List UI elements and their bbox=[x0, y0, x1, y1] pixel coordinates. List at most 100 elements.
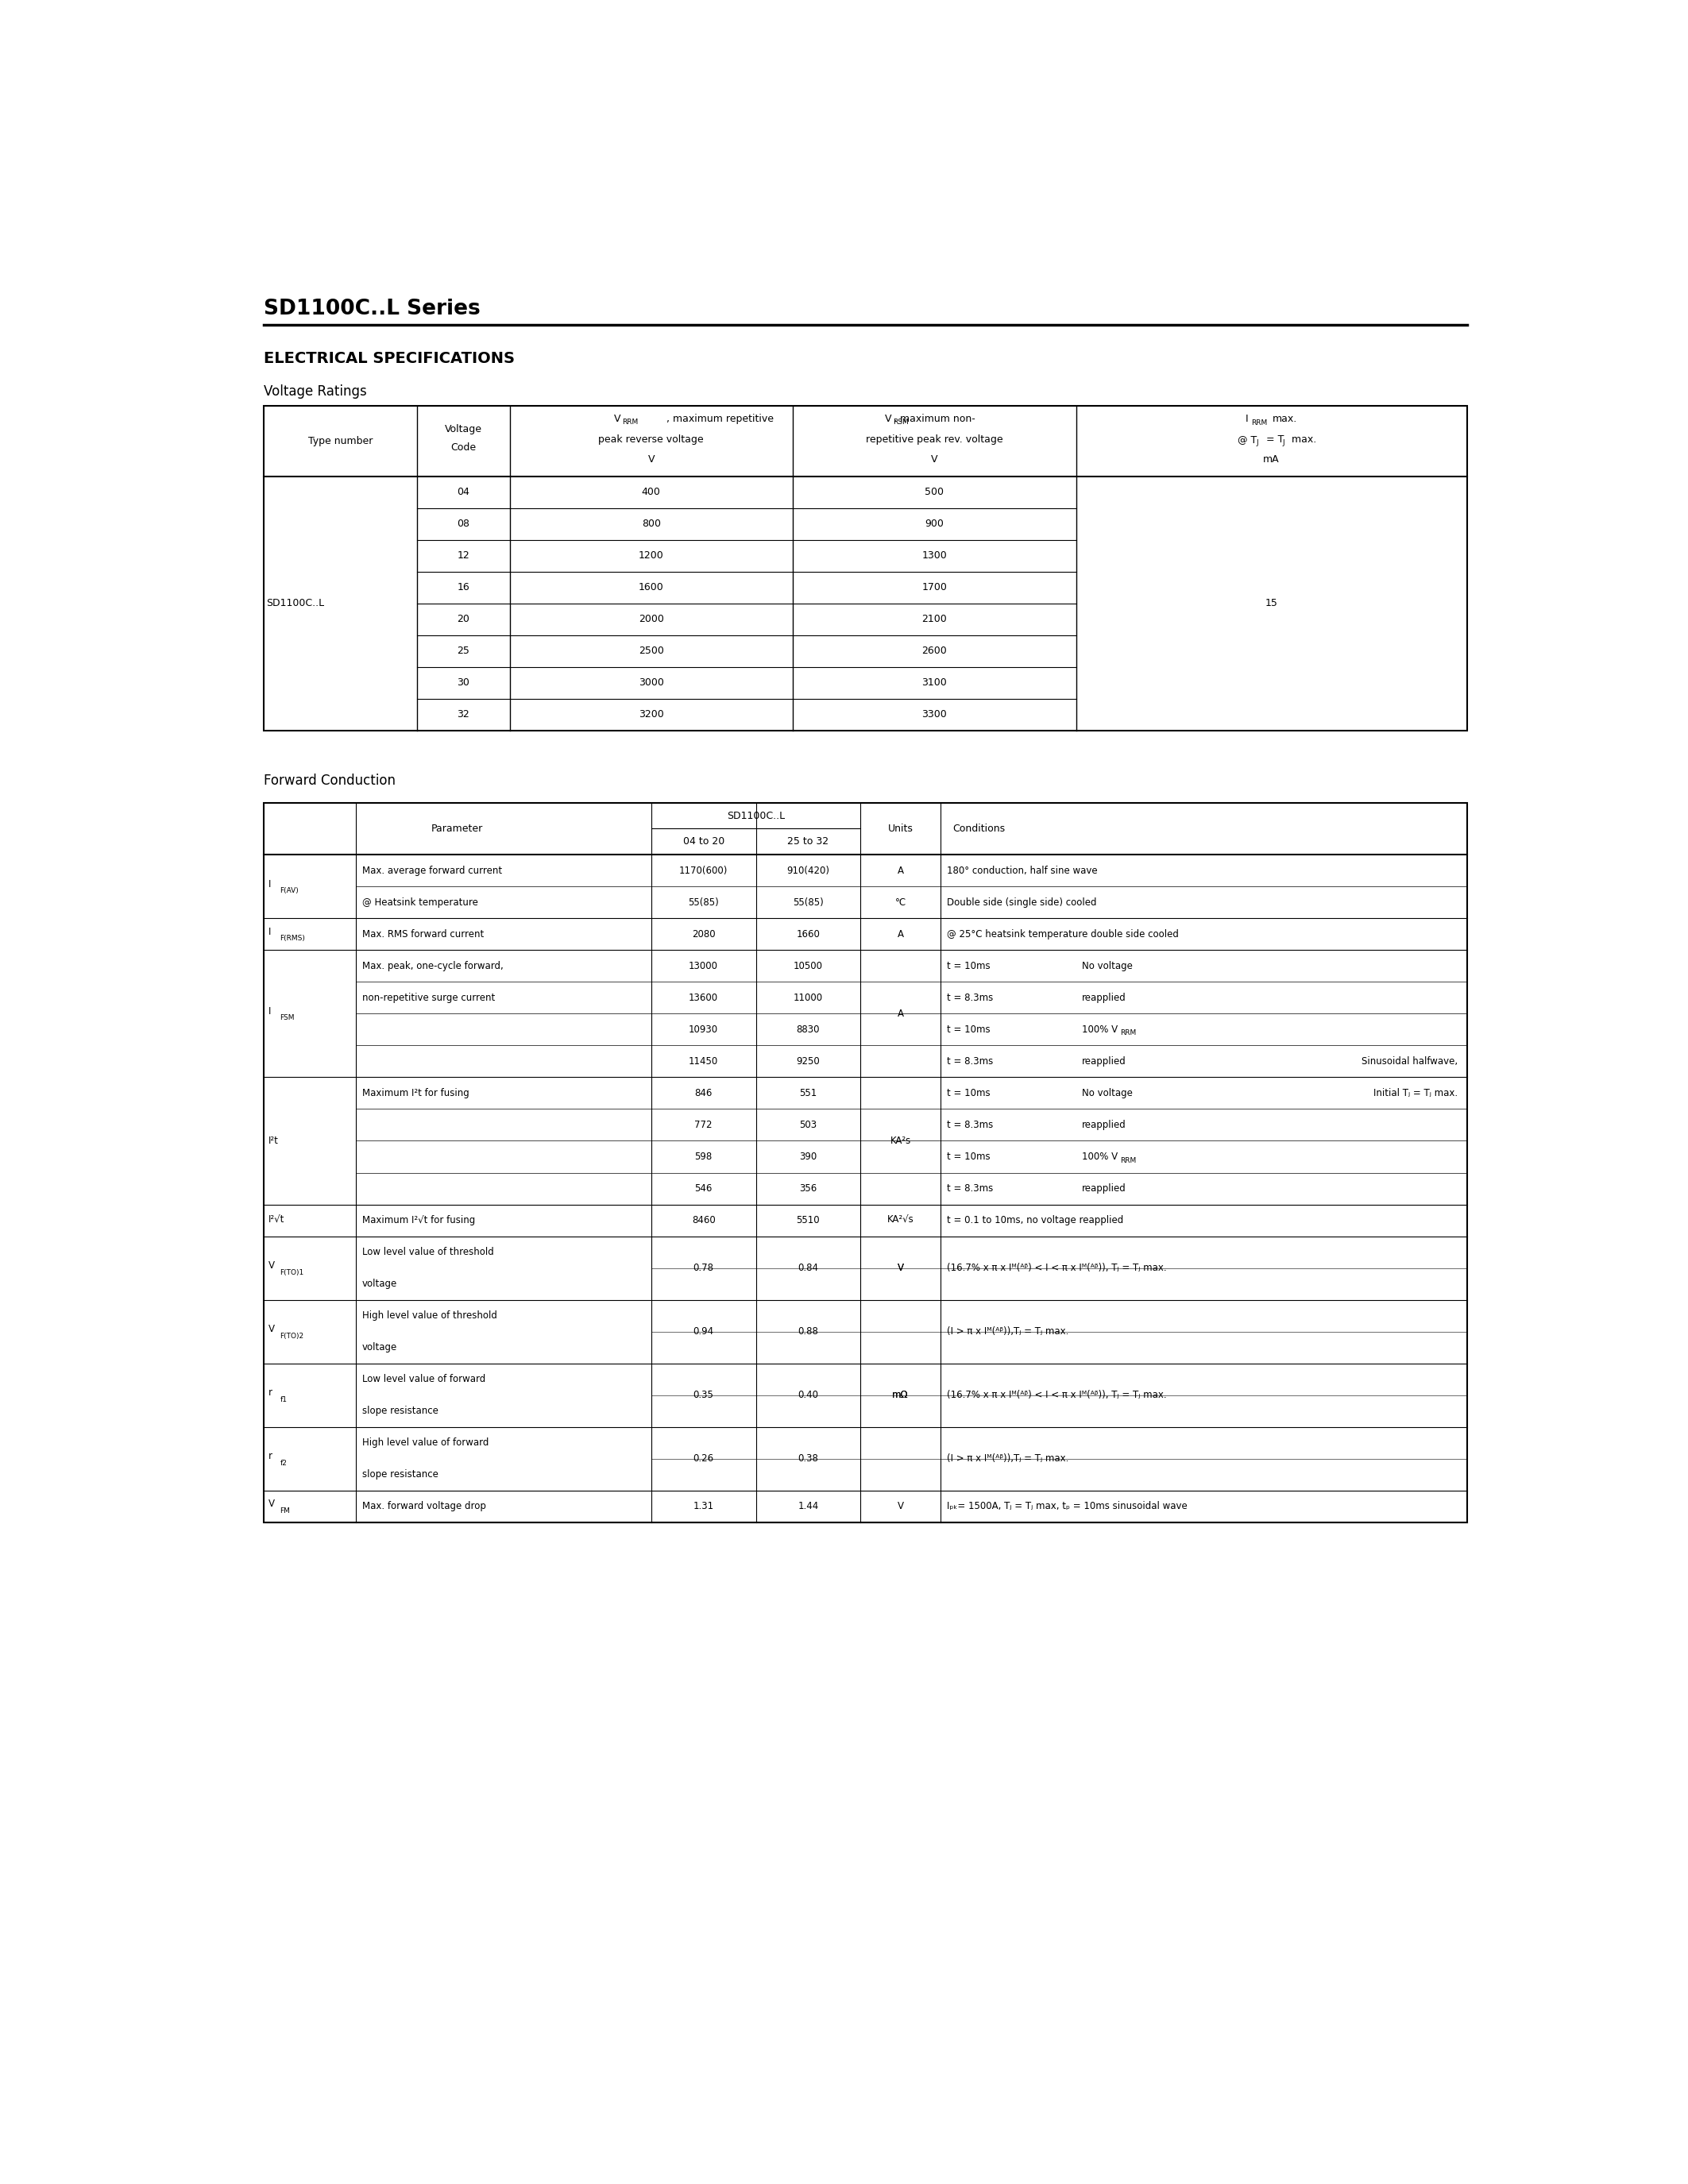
Text: Voltage Ratings: Voltage Ratings bbox=[263, 384, 366, 400]
Text: 1.44: 1.44 bbox=[798, 1500, 819, 1511]
Text: 800: 800 bbox=[641, 518, 660, 529]
Text: Double side (single side) cooled: Double side (single side) cooled bbox=[947, 898, 1097, 909]
Text: RRM: RRM bbox=[1251, 419, 1268, 426]
Text: repetitive peak rev. voltage: repetitive peak rev. voltage bbox=[866, 435, 1003, 446]
Text: V: V bbox=[268, 1260, 275, 1271]
Text: 3300: 3300 bbox=[922, 710, 947, 721]
Text: No voltage: No voltage bbox=[1082, 1088, 1133, 1099]
Text: 11000: 11000 bbox=[793, 992, 824, 1002]
Text: max.: max. bbox=[1288, 435, 1317, 446]
Text: A: A bbox=[898, 865, 903, 876]
Text: V: V bbox=[898, 1500, 903, 1511]
Text: 3000: 3000 bbox=[638, 677, 663, 688]
Text: 2080: 2080 bbox=[692, 928, 716, 939]
Text: 12: 12 bbox=[457, 550, 469, 561]
Text: High level value of threshold: High level value of threshold bbox=[361, 1310, 496, 1321]
Text: RRM: RRM bbox=[1121, 1158, 1136, 1164]
Text: No voltage: No voltage bbox=[1082, 961, 1133, 972]
Text: 13600: 13600 bbox=[689, 992, 719, 1002]
Text: 30: 30 bbox=[457, 677, 469, 688]
Text: I: I bbox=[268, 1007, 272, 1016]
Text: ELECTRICAL SPECIFICATIONS: ELECTRICAL SPECIFICATIONS bbox=[263, 352, 515, 367]
Text: V: V bbox=[898, 1262, 903, 1273]
Text: RRM: RRM bbox=[623, 419, 638, 426]
Text: 3200: 3200 bbox=[638, 710, 663, 721]
Text: F(AV): F(AV) bbox=[280, 887, 299, 893]
Text: A: A bbox=[898, 1009, 903, 1018]
Text: SD1100C..L: SD1100C..L bbox=[728, 810, 785, 821]
Text: t = 10ms: t = 10ms bbox=[947, 1088, 991, 1099]
Text: Voltage: Voltage bbox=[444, 424, 483, 435]
Text: Max. RMS forward current: Max. RMS forward current bbox=[361, 928, 483, 939]
Text: 2500: 2500 bbox=[638, 646, 663, 655]
Text: f2: f2 bbox=[280, 1459, 287, 1468]
Text: , maximum repetitive: , maximum repetitive bbox=[667, 415, 773, 424]
Text: 356: 356 bbox=[800, 1184, 817, 1195]
Text: Iₚₖ= 1500A, Tⱼ = Tⱼ max, tₚ = 10ms sinusoidal wave: Iₚₖ= 1500A, Tⱼ = Tⱼ max, tₚ = 10ms sinus… bbox=[947, 1500, 1187, 1511]
Text: °C: °C bbox=[895, 898, 906, 909]
Text: t = 8.3ms: t = 8.3ms bbox=[947, 992, 993, 1002]
Text: 0.38: 0.38 bbox=[798, 1455, 819, 1463]
Text: 15: 15 bbox=[1264, 598, 1278, 609]
Text: 25 to 32: 25 to 32 bbox=[787, 836, 829, 847]
Text: slope resistance: slope resistance bbox=[361, 1406, 437, 1415]
Text: (16.7% x π x Iᴹ(ᴬᵝ) < I < π x Iᴹ(ᴬᵝ)), Tⱼ = Tⱼ max.: (16.7% x π x Iᴹ(ᴬᵝ) < I < π x Iᴹ(ᴬᵝ)), T… bbox=[947, 1262, 1166, 1273]
Text: voltage: voltage bbox=[361, 1343, 397, 1352]
Text: (I > π x Iᴹ(ᴬᵝ)),Tⱼ = Tⱼ max.: (I > π x Iᴹ(ᴬᵝ)),Tⱼ = Tⱼ max. bbox=[947, 1326, 1069, 1337]
Text: I: I bbox=[268, 926, 272, 937]
Text: KA²s: KA²s bbox=[890, 1136, 912, 1147]
Text: t = 10ms: t = 10ms bbox=[947, 961, 991, 972]
Text: 390: 390 bbox=[800, 1151, 817, 1162]
Text: I: I bbox=[1246, 415, 1249, 424]
Text: 8460: 8460 bbox=[692, 1214, 716, 1225]
Text: 55(85): 55(85) bbox=[793, 898, 824, 909]
Text: t = 0.1 to 10ms, no voltage reapplied: t = 0.1 to 10ms, no voltage reapplied bbox=[947, 1214, 1123, 1225]
Text: 25: 25 bbox=[457, 646, 469, 655]
Text: 0.40: 0.40 bbox=[798, 1389, 819, 1400]
Text: f1: f1 bbox=[280, 1396, 287, 1402]
Text: , maximum non-: , maximum non- bbox=[893, 415, 976, 424]
Text: 2100: 2100 bbox=[922, 614, 947, 625]
Text: t = 10ms: t = 10ms bbox=[947, 1151, 991, 1162]
Text: 5510: 5510 bbox=[797, 1214, 820, 1225]
Text: I²t: I²t bbox=[268, 1136, 279, 1147]
Text: 2600: 2600 bbox=[922, 646, 947, 655]
Text: 598: 598 bbox=[695, 1151, 712, 1162]
Text: 180° conduction, half sine wave: 180° conduction, half sine wave bbox=[947, 865, 1097, 876]
Text: Maximum I²√t for fusing: Maximum I²√t for fusing bbox=[361, 1214, 474, 1225]
Text: @ Heatsink temperature: @ Heatsink temperature bbox=[361, 898, 478, 909]
Text: 503: 503 bbox=[800, 1120, 817, 1129]
Text: RRM: RRM bbox=[1121, 1029, 1136, 1037]
Text: @ T: @ T bbox=[1237, 435, 1258, 446]
Text: t = 10ms: t = 10ms bbox=[947, 1024, 991, 1035]
Text: Forward Conduction: Forward Conduction bbox=[263, 773, 395, 788]
Text: 8830: 8830 bbox=[797, 1024, 820, 1035]
Text: t = 8.3ms: t = 8.3ms bbox=[947, 1057, 993, 1066]
Text: 1600: 1600 bbox=[638, 583, 663, 592]
Text: 0.26: 0.26 bbox=[694, 1455, 714, 1463]
Text: J: J bbox=[1283, 439, 1285, 448]
Text: 08: 08 bbox=[457, 518, 469, 529]
Text: SD1100C..L: SD1100C..L bbox=[267, 598, 324, 609]
Text: Initial Tⱼ = Tⱼ max.: Initial Tⱼ = Tⱼ max. bbox=[1374, 1088, 1458, 1099]
Text: V: V bbox=[268, 1498, 275, 1509]
Text: F(RMS): F(RMS) bbox=[280, 935, 306, 941]
Text: 11450: 11450 bbox=[689, 1057, 719, 1066]
Text: RSM: RSM bbox=[893, 419, 908, 426]
Text: 546: 546 bbox=[695, 1184, 712, 1195]
Text: J: J bbox=[1256, 439, 1259, 448]
Text: 10930: 10930 bbox=[689, 1024, 719, 1035]
Text: non-repetitive surge current: non-repetitive surge current bbox=[361, 992, 495, 1002]
Text: V: V bbox=[648, 454, 655, 465]
Text: 1660: 1660 bbox=[797, 928, 820, 939]
Text: 772: 772 bbox=[694, 1120, 712, 1129]
Text: = T: = T bbox=[1263, 435, 1285, 446]
Text: F(TO)1: F(TO)1 bbox=[280, 1269, 304, 1275]
Text: 10500: 10500 bbox=[793, 961, 822, 972]
Text: 32: 32 bbox=[457, 710, 469, 721]
Text: 1170(600): 1170(600) bbox=[679, 865, 728, 876]
Text: 100% V: 100% V bbox=[1082, 1024, 1117, 1035]
Text: V: V bbox=[885, 415, 891, 424]
Text: 04 to 20: 04 to 20 bbox=[682, 836, 724, 847]
Text: 0.78: 0.78 bbox=[694, 1262, 714, 1273]
